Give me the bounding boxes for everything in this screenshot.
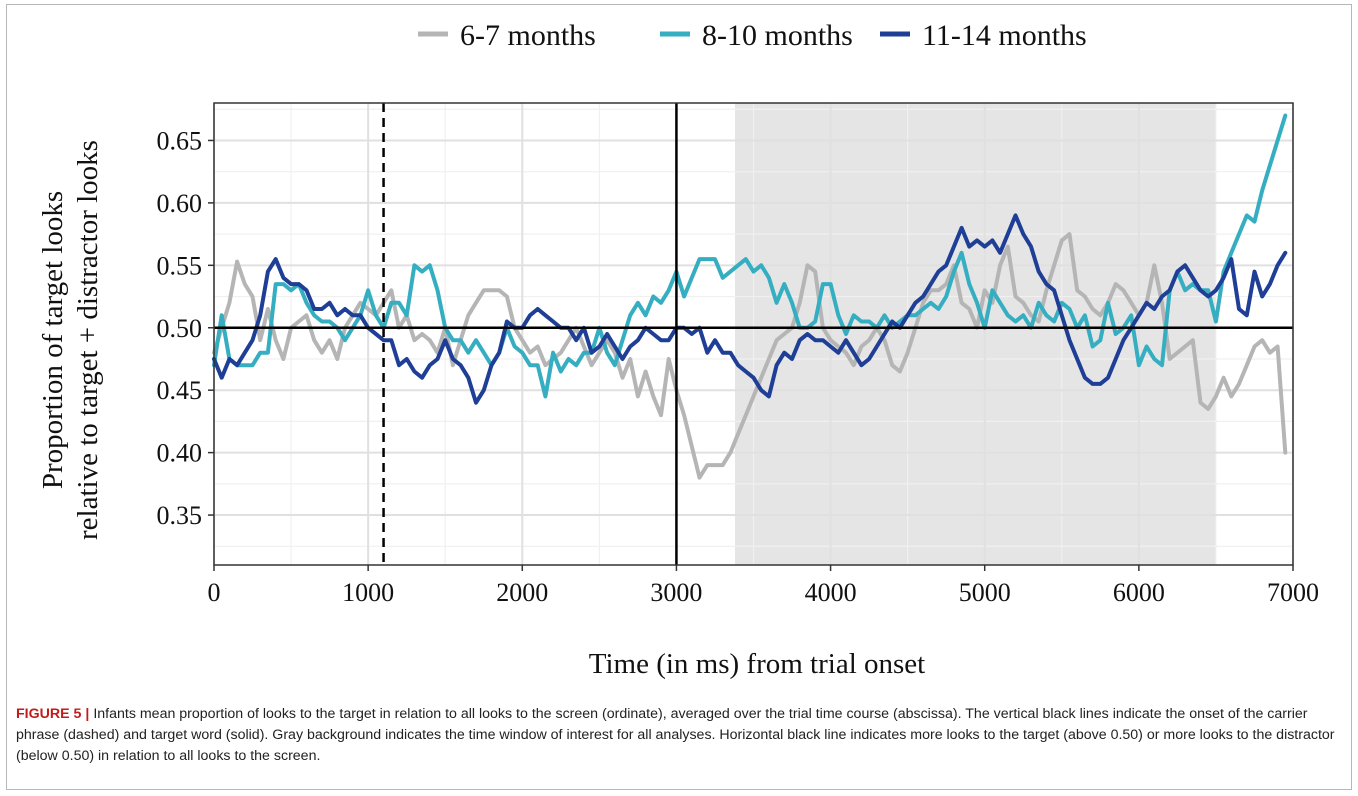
y-tick-label: 0.55 — [157, 251, 203, 280]
series-layer — [212, 113, 1288, 480]
x-tick-label: 2000 — [496, 578, 548, 607]
y-tick-label: 0.35 — [157, 501, 203, 530]
x-tick-label: 7000 — [1267, 578, 1319, 607]
caption-separator: | — [85, 706, 90, 722]
legend: 6-7 months 8-10 months 11-14 months — [418, 19, 1087, 52]
x-tick-label: 1000 — [342, 578, 394, 607]
series-line-2 — [212, 113, 1288, 399]
legend-label-1: 6-7 months — [460, 19, 596, 52]
y-tick-label: 0.40 — [157, 439, 203, 468]
legend-label-2: 8-10 months — [702, 19, 853, 52]
caption-label: FIGURE 5 — [16, 706, 82, 722]
series-line-3 — [212, 213, 1288, 405]
y-tick-label: 0.45 — [157, 376, 203, 405]
x-tick-label: 4000 — [805, 578, 857, 607]
line-chart: 6-7 months 8-10 months 11-14 months 0 1000 2… — [37, 19, 1319, 680]
y-tick-label: 0.60 — [157, 189, 203, 218]
legend-label-3: 11-14 months — [922, 19, 1087, 52]
x-tick-label: 3000 — [650, 578, 702, 607]
x-tick-label: 0 — [208, 578, 221, 607]
y-axis-title-line2: relative to target + distractor looks — [72, 140, 104, 540]
y-tick-label: 0.50 — [157, 314, 203, 343]
x-tick-label: 5000 — [959, 578, 1011, 607]
x-tick-label: 6000 — [1113, 578, 1165, 607]
figure-caption: FIGURE 5 | Infants mean proportion of lo… — [16, 704, 1336, 767]
caption-text: Infants mean proportion of looks to the … — [16, 706, 1335, 764]
y-axis-title-line1: Proportion of target looks — [37, 191, 69, 489]
reference-lines — [214, 103, 1293, 565]
y-tick-label: 0.65 — [157, 126, 203, 155]
axes: 0 1000 2000 3000 4000 5000 6000 7000 0.35 0.40 0.4… — [157, 102, 1319, 607]
x-axis-title: Time (in ms) from trial onset — [589, 648, 925, 680]
plot-border — [213, 102, 1294, 566]
